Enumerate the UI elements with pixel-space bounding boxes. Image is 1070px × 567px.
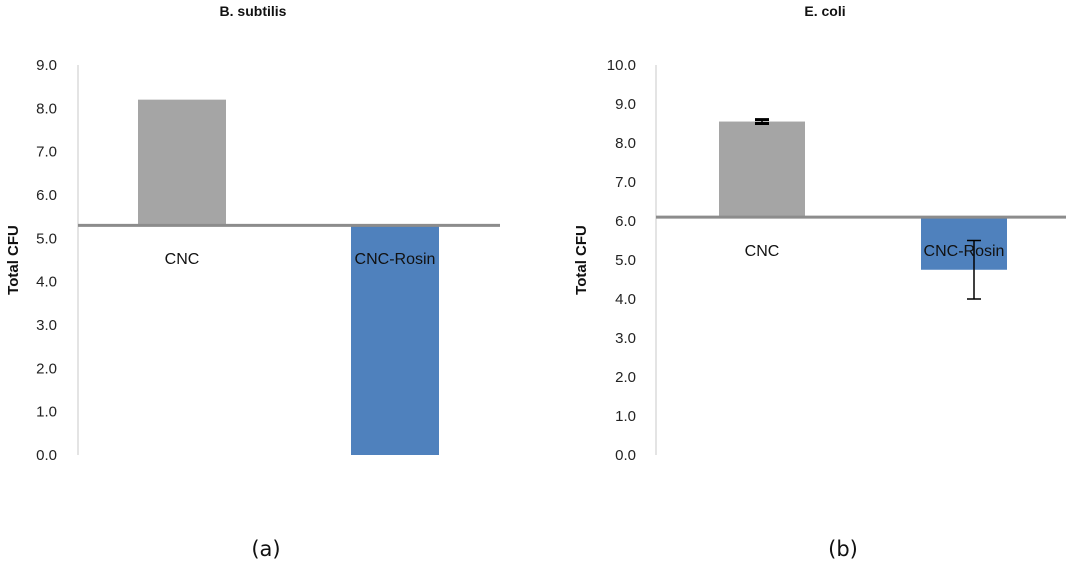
y-tick-label: 3.0 — [615, 330, 636, 347]
y-tick-label: 6.0 — [36, 187, 57, 204]
y-axis-label: Total CFU — [573, 225, 590, 295]
chart-title: B. subtilis — [220, 3, 287, 19]
category-label: CNC-Rosin — [924, 243, 1005, 260]
y-tick-label: 0.0 — [36, 447, 57, 464]
y-tick-label: 2.0 — [615, 369, 636, 386]
y-tick-label: 6.0 — [615, 213, 636, 230]
y-tick-label: 4.0 — [615, 291, 636, 308]
y-tick-label: 1.0 — [36, 404, 57, 421]
y-tick-label: 7.0 — [36, 144, 57, 161]
y-tick-label: 5.0 — [36, 230, 57, 247]
category-label: CNC — [165, 251, 200, 268]
y-tick-label: 3.0 — [36, 317, 57, 334]
y-tick-label: 10.0 — [607, 57, 636, 74]
y-tick-label: 9.0 — [36, 57, 57, 74]
y-tick-label: 4.0 — [36, 274, 57, 291]
panel-label: (b) — [828, 537, 858, 561]
chart-title: E. coli — [804, 3, 845, 19]
bar-cnc — [138, 99, 226, 226]
y-tick-label: 9.0 — [615, 96, 636, 113]
category-label: CNC-Rosin — [355, 251, 436, 268]
y-tick-label: 7.0 — [615, 174, 636, 191]
y-tick-label: 0.0 — [615, 447, 636, 464]
panel-label: (a) — [251, 537, 280, 561]
bar-cnc-rosin — [351, 225, 439, 455]
y-axis-label: Total CFU — [5, 225, 22, 295]
y-tick-label: 5.0 — [615, 252, 636, 269]
y-tick-label: 8.0 — [615, 135, 636, 152]
category-label: CNC — [745, 243, 780, 260]
bar-cnc — [719, 121, 805, 218]
y-tick-label: 1.0 — [615, 408, 636, 425]
chart-1: B. subtilis 0.0 1.0 2.0 3.0 4.0 5.0 6.0 7.0 8.0 9.… — [5, 3, 500, 561]
bar-cnc-rosin — [921, 217, 1007, 270]
y-tick-label: 2.0 — [36, 360, 57, 377]
y-tick-label: 8.0 — [36, 100, 57, 117]
chart-2: E. coli 0.0 1.0 2.0 3.0 4.0 5.0 6.0 7.0 8.0 9.0 10.… — [573, 3, 1066, 561]
